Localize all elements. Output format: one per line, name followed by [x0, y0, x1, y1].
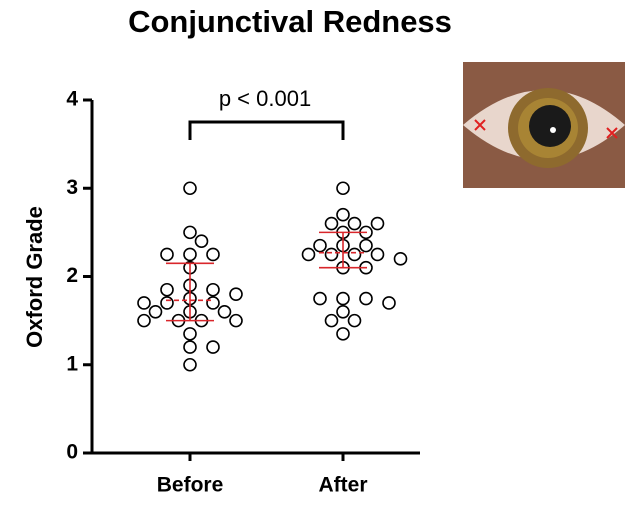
y-tick-label: 1: [66, 352, 78, 375]
data-point: [349, 248, 361, 260]
chart-title: Conjunctival Redness: [128, 4, 452, 39]
data-point: [230, 288, 242, 300]
data-point: [337, 328, 349, 340]
data-point: [161, 284, 173, 296]
data-point: [219, 306, 231, 318]
y-tick-label: 0: [66, 441, 78, 464]
y-tick-label: 2: [66, 264, 78, 287]
data-point: [349, 315, 361, 327]
data-point: [161, 297, 173, 309]
data-point: [303, 248, 315, 260]
data-point: [314, 293, 326, 305]
data-point: [196, 235, 208, 247]
data-point: [207, 297, 219, 309]
data-point: [207, 341, 219, 353]
data-point: [161, 248, 173, 260]
data-point: [372, 248, 384, 260]
data-point: [184, 341, 196, 353]
data-point: [395, 253, 407, 265]
data-point: [184, 226, 196, 238]
data-point: [337, 182, 349, 194]
y-tick-label: 3: [66, 176, 78, 199]
data-point: [138, 297, 150, 309]
data-point: [207, 284, 219, 296]
pupil: [529, 105, 571, 147]
data-point: [184, 328, 196, 340]
chart: Conjunctival Redness Oxford Grade p < 0.…: [0, 0, 628, 503]
data-point: [337, 209, 349, 221]
data-point: [138, 315, 150, 327]
reflection: [550, 127, 556, 133]
data-point: [326, 248, 338, 260]
data-point: [184, 248, 196, 260]
x-tick-label: After: [318, 474, 367, 497]
annotation: p < 0.001: [219, 86, 311, 111]
data-point: [184, 359, 196, 371]
data-point: [360, 240, 372, 252]
data-point: [383, 297, 395, 309]
significance-bracket: [190, 122, 343, 140]
eye-photo: [463, 62, 625, 188]
data-point: [326, 218, 338, 230]
x-tick-label: Before: [157, 474, 224, 497]
data-point: [360, 293, 372, 305]
y-tick-label: 4: [66, 88, 78, 111]
data-point: [150, 306, 162, 318]
data-point: [372, 218, 384, 230]
data-point: [349, 218, 361, 230]
data-point: [230, 315, 242, 327]
data-point: [326, 315, 338, 327]
data-point: [207, 248, 219, 260]
y-axis-label: Oxford Grade: [22, 206, 47, 348]
data-point: [337, 306, 349, 318]
data-point: [314, 240, 326, 252]
data-point: [184, 182, 196, 194]
data-point: [337, 293, 349, 305]
